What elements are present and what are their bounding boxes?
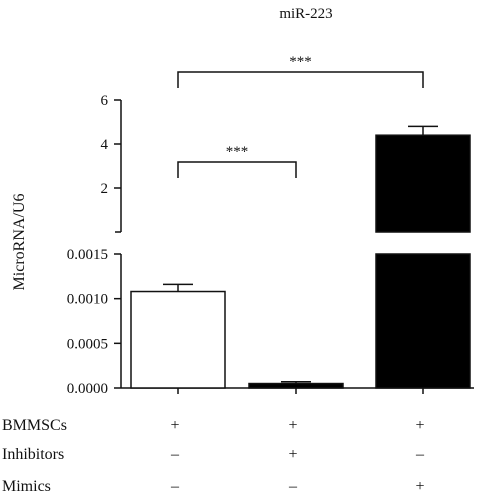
y-tick-label: 0.0015 (67, 247, 108, 263)
condition-value: + (170, 417, 179, 434)
y-tick-label: 2 (101, 181, 109, 197)
bar (248, 382, 344, 389)
condition-label: Mimics (2, 478, 51, 495)
condition-value: + (415, 478, 424, 495)
significance-brackets: *** *** (177, 54, 424, 178)
significance-label: *** (289, 54, 312, 70)
significance-bracket (177, 71, 424, 88)
condition-table: BMMSCs + + + Inhibitors – + – Mimics – – + (2, 417, 425, 495)
significance-label: *** (226, 144, 249, 160)
significance-bracket (177, 161, 297, 178)
y-tick-label: 0.0000 (67, 381, 108, 397)
y-axis-label: MicroRNA/U6 (11, 194, 28, 291)
condition-label: Inhibitors (2, 446, 64, 463)
condition-value: + (288, 417, 297, 434)
condition-value: – (415, 446, 425, 463)
bar-upper-segment (375, 134, 471, 233)
bar-lower-segment (375, 253, 471, 389)
condition-label: BMMSCs (2, 417, 67, 434)
y-tick-label: 0.0005 (67, 336, 108, 352)
condition-value: – (170, 478, 180, 495)
bar (130, 290, 226, 389)
y-tick-label: 6 (101, 93, 109, 109)
chart-title: miR-223 (279, 6, 332, 22)
condition-value: + (288, 446, 297, 463)
condition-value: – (288, 478, 298, 495)
y-tick-label: 0.0010 (67, 292, 108, 308)
condition-value: + (415, 417, 424, 434)
y-tick-label: 4 (101, 137, 109, 153)
condition-value: – (170, 446, 180, 463)
bars (130, 125, 471, 389)
